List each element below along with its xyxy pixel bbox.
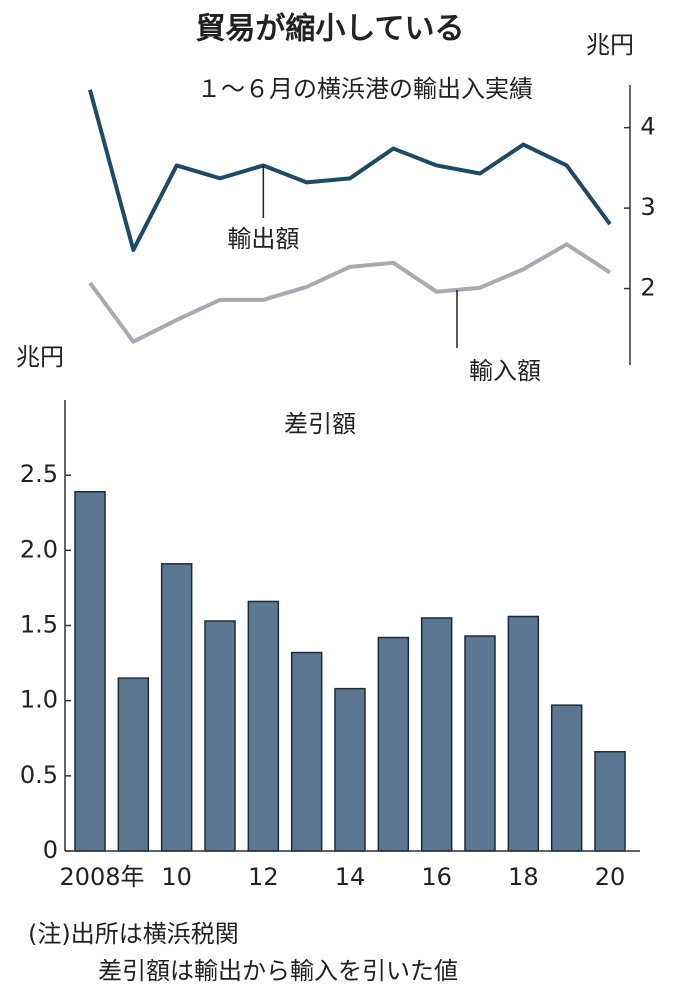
- line: [88, 242, 612, 344]
- bar: [290, 651, 323, 852]
- bar: [204, 620, 236, 852]
- chart-title: 貿易が縮小している: [195, 12, 464, 47]
- bar: [550, 704, 583, 852]
- x-tick-label: 20: [595, 863, 626, 891]
- note: (注)出所は横浜税関: [28, 920, 239, 948]
- bar: [247, 600, 280, 852]
- bar: [74, 490, 106, 852]
- x-tick-label: 2008年: [59, 863, 144, 891]
- bar: [594, 751, 626, 852]
- x-tick-label: 16: [421, 863, 452, 891]
- y-tick-label: 1.5: [20, 611, 58, 639]
- x-tick-label: 18: [508, 863, 539, 891]
- note: 差引額は輸出から輸入を引いた値: [98, 957, 458, 985]
- bar: [507, 615, 540, 852]
- bar: [334, 687, 366, 852]
- line: [88, 89, 612, 252]
- bar: [377, 636, 410, 852]
- y-tick-label: 4: [640, 113, 655, 141]
- y-tick-label: 2.0: [20, 535, 58, 563]
- bar: [464, 635, 496, 852]
- y-tick-label: 3: [640, 193, 655, 221]
- y-unit: 兆円: [586, 31, 634, 59]
- series-label: 輸出額: [227, 225, 299, 253]
- y-tick-label: 2.5: [20, 460, 58, 488]
- x-tick-label: 14: [335, 863, 366, 891]
- y-tick-label: 0.5: [20, 761, 58, 789]
- x-tick-label: 12: [248, 863, 279, 891]
- y-unit: 兆円: [16, 343, 64, 371]
- chart-subtitle: １～６月の横浜港の輸出入実績: [197, 75, 533, 103]
- x-tick-label: 10: [161, 863, 192, 891]
- series-label: 輸入額: [469, 357, 541, 385]
- chart-title: 差引額: [284, 410, 356, 438]
- y-tick-label: 0: [43, 836, 58, 864]
- y-tick-label: 1.0: [20, 686, 58, 714]
- bar: [420, 617, 453, 852]
- y-tick-label: 2: [640, 274, 655, 302]
- bar: [160, 563, 193, 852]
- bar: [117, 677, 150, 852]
